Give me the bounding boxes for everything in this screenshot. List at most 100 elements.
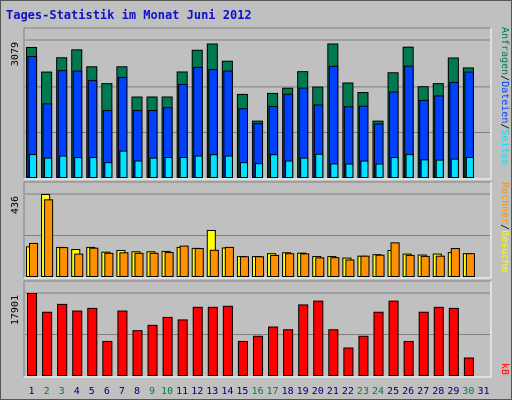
bar-kb-day-29: [448, 307, 459, 376]
legend-bottom: kB: [499, 363, 510, 375]
bar-kb-day-24: [373, 311, 384, 376]
bar-kb-day-21: [328, 329, 339, 377]
bar-seiten-day-29: [450, 158, 459, 179]
bar-kb-day-3: [57, 303, 68, 377]
bar-kb-day-26: [403, 340, 414, 376]
bar-seiten-day-6: [104, 162, 113, 179]
x-label-day-19: 19: [297, 386, 309, 397]
bar-kb-day-2: [42, 311, 53, 376]
bar-rechner-day-18: [285, 253, 295, 278]
x-label-day-26: 26: [402, 386, 414, 397]
bar-rechner-day-16: [254, 256, 265, 277]
bar-kb-day-14: [222, 305, 233, 376]
legend-middle: Rechner/Besuche: [499, 182, 510, 272]
bar-rechner-day-19: [300, 253, 310, 278]
bar-seiten-day-13: [209, 154, 218, 178]
x-label-day-17: 17: [267, 386, 279, 397]
bar-seiten-day-20: [315, 153, 324, 178]
bar-rechner-day-11: [179, 245, 189, 277]
y-max-label-2: 436: [10, 196, 21, 214]
bar-seiten-day-27: [420, 159, 429, 178]
x-label-day-5: 5: [89, 386, 95, 397]
legend-middle-part-1: Rechner: [499, 182, 510, 224]
x-label-day-24: 24: [372, 386, 384, 397]
bar-seiten-day-7: [119, 150, 128, 179]
x-label-day-11: 11: [176, 386, 188, 397]
legend-top-part-2: /: [499, 75, 510, 81]
bar-seiten-day-30: [465, 157, 474, 178]
x-label-day-6: 6: [104, 386, 110, 397]
bar-kb-day-1: [27, 293, 38, 376]
x-label-day-3: 3: [59, 386, 65, 397]
x-label-day-20: 20: [312, 386, 324, 397]
bar-seiten-day-2: [44, 157, 53, 178]
x-label-day-12: 12: [191, 386, 203, 397]
chart-title: Tages-Statistik im Monat Juni 2012: [6, 8, 252, 22]
x-label-day-23: 23: [357, 386, 369, 397]
bar-kb-day-12: [192, 306, 203, 376]
bar-seiten-day-23: [360, 160, 369, 178]
bar-dateien-day-21: [328, 65, 339, 178]
bar-rechner-day-30: [465, 253, 475, 278]
bar-seiten-day-16: [254, 163, 264, 178]
bar-rechner-day-6: [104, 252, 114, 277]
bar-kb-day-27: [418, 311, 429, 376]
x-label-day-25: 25: [387, 386, 399, 397]
bar-kb-day-19: [298, 304, 309, 377]
bar-seiten-day-3: [59, 155, 68, 179]
bar-rechner-day-4: [74, 253, 84, 278]
x-label-day-27: 27: [417, 386, 429, 397]
bar-seiten-day-17: [270, 154, 279, 178]
bar-rechner-day-2: [44, 199, 54, 277]
bar-kb-day-9: [147, 324, 158, 377]
bar-kb-day-11: [177, 319, 188, 377]
bar-seiten-day-8: [134, 160, 143, 178]
bar-rechner-day-22: [345, 259, 355, 277]
bar-rechner-day-5: [89, 247, 99, 277]
bar-kb-day-30: [463, 357, 474, 377]
bar-rechner-day-9: [149, 252, 159, 277]
bar-seiten-day-10: [164, 157, 173, 178]
bar-seiten-day-19: [300, 157, 309, 178]
bar-rechner-day-17: [270, 254, 280, 278]
bar-rechner-day-27: [420, 255, 430, 277]
y-max-label-1: 3079: [10, 42, 21, 66]
bar-seiten-day-11: [179, 157, 188, 178]
bar-seiten-day-22: [345, 163, 354, 178]
legend-middle-part-3: Besuche: [499, 230, 510, 272]
legend-bottom-part-1: kB: [499, 363, 510, 375]
x-label-day-21: 21: [327, 386, 339, 397]
bar-rechner-day-10: [164, 252, 174, 277]
bar-kb-day-28: [433, 306, 444, 376]
x-label-day-28: 28: [432, 386, 444, 397]
x-label-day-16: 16: [251, 386, 263, 397]
bar-seiten-day-28: [435, 159, 444, 178]
bar-kb-day-13: [207, 306, 218, 376]
bar-rechner-day-8: [134, 252, 144, 277]
bar-rechner-day-1: [29, 242, 39, 278]
legend-top: Anfragen/Dateien/Seiten: [499, 27, 510, 166]
legend-top-part-4: /: [499, 123, 510, 129]
x-label-day-8: 8: [134, 386, 140, 397]
x-label-day-31: 31: [477, 386, 489, 397]
bar-seiten-day-15: [239, 162, 248, 179]
bar-seiten-day-18: [285, 160, 294, 178]
bar-rechner-day-26: [405, 254, 415, 278]
bar-rechner-day-12: [194, 248, 204, 278]
legend-middle-part-2: /: [499, 224, 510, 230]
bar-rechner-day-14: [224, 246, 234, 277]
bar-seiten-day-9: [149, 157, 158, 178]
bar-rechner-day-29: [450, 248, 460, 278]
bar-seiten-day-25: [390, 157, 399, 178]
bar-rechner-day-28: [435, 255, 445, 277]
bar-seiten-day-24: [375, 163, 384, 178]
bar-kb-day-5: [87, 307, 98, 376]
bar-kb-day-16: [252, 335, 264, 376]
bar-kb-day-22: [343, 347, 354, 376]
x-label-day-22: 22: [342, 386, 354, 397]
bar-kb-day-15: [237, 340, 248, 376]
legend-top-part-3: Dateien: [499, 81, 510, 123]
x-label-day-4: 4: [74, 386, 80, 397]
bar-kb-day-6: [102, 340, 113, 376]
bar-rechner-day-20: [315, 257, 325, 278]
